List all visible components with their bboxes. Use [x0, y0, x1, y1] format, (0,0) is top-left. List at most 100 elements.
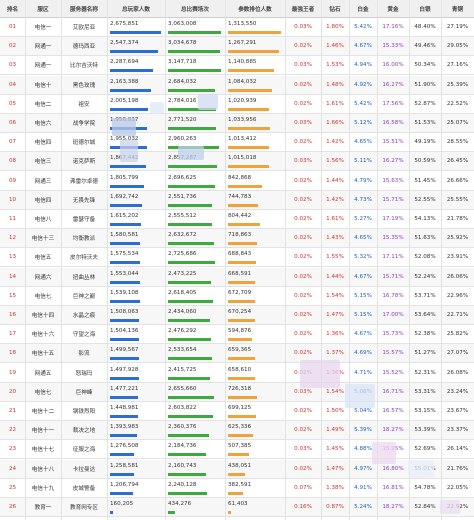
matches-cell-bar-track: [168, 223, 221, 226]
table-row: 12 电信十三 均衡教派 1,580,581 2,632,672 718,863 0.02%…: [0, 229, 474, 249]
matches-cell-bar-track: [168, 88, 221, 92]
matches-cell-value: 3,147,718: [168, 59, 197, 66]
ranked-cell: 672,709: [225, 287, 285, 305]
col-king-header[interactable]: 最强王者: [291, 6, 315, 13]
diamond-pct-cell: 1.55%: [326, 254, 344, 261]
diamond-pct-cell: 1.42%: [326, 139, 344, 146]
col-server-header[interactable]: 服务器名称: [70, 6, 98, 13]
col-players-header[interactable]: 总玩家人数: [122, 6, 150, 13]
king-pct-cell: 0.02%: [294, 235, 312, 242]
rank-cell: 04: [8, 81, 17, 88]
players-cell-value: 1,553,044: [110, 270, 139, 277]
king-pct-cell: 0.02%: [294, 81, 312, 88]
rank-cell: 17: [8, 331, 17, 338]
table-row: 10 电信四 无畏先锋 1,692,742 2,551,736 744,783 0.02% 1…: [0, 190, 474, 210]
rank-cell: 09: [8, 177, 17, 184]
ranked-cell: 438,051: [225, 460, 285, 478]
players-cell-bar: [110, 338, 139, 342]
players-cell-bar: [110, 88, 152, 92]
king-pct-cell: 0.02%: [294, 216, 312, 222]
players-cell-bar-track: [110, 261, 161, 265]
players-cell: 1,615,202: [107, 210, 165, 228]
server-name-cell: 巨神峰: [75, 389, 93, 396]
ranked-cell-bar: [228, 31, 281, 34]
silver-pct-cell: 51.45%: [414, 177, 436, 184]
col-matches-header[interactable]: 总比赛场次: [181, 6, 209, 13]
rank-cell: 15: [8, 292, 17, 299]
table-row: 13 电信五 皮尔特沃夫 1,575,534 2,725,686 688,843 0.02%…: [0, 248, 474, 268]
zone-cell: 电信八: [34, 217, 52, 223]
col-silver-header[interactable]: 白银: [419, 6, 431, 13]
matches-cell-value: 2,434,060: [168, 309, 197, 315]
matches-cell-bar-track: [168, 165, 221, 169]
col-zone-header[interactable]: 服区: [37, 6, 49, 13]
ranked-cell: 1,313,550: [225, 18, 285, 36]
diamond-pct-cell: 1.48%: [326, 81, 344, 88]
matches-cell: 2,618,405: [165, 287, 225, 305]
ranked-cell-value: 1,084,032: [228, 78, 257, 85]
col-gold-header[interactable]: 黄金: [387, 6, 399, 13]
players-cell-value: 2,163,388: [110, 78, 139, 85]
players-cell-value: 1,393,983: [110, 424, 139, 431]
players-cell: 1,805,799: [107, 172, 165, 190]
ranked-cell-value: 842,868: [228, 174, 252, 181]
col-bronze-header[interactable]: 青铜: [451, 6, 464, 13]
matches-cell-value: 2,184,736: [168, 443, 197, 450]
diamond-pct-cell: 1.43%: [326, 235, 344, 242]
zone-cell: 电信十一: [31, 428, 55, 435]
ranked-cell-bar: [228, 50, 279, 54]
ranked-cell-bar: [228, 127, 270, 130]
gold-pct-cell: 15.51%: [382, 139, 404, 146]
matches-cell-value: 2,696,625: [168, 174, 197, 181]
gold-pct-cell: 16.57%: [382, 408, 404, 414]
matches-cell-bar-track: [168, 376, 221, 380]
gold-pct-cell: 17.16%: [382, 24, 404, 30]
table-row: 02 网通一 德玛西亚 2,547,374 3,034,678 1,267,291 0.02…: [0, 37, 474, 57]
players-cell: 2,005,198: [107, 95, 165, 113]
ranked-cell-bar: [228, 491, 244, 495]
ranked-cell-bar: [228, 165, 269, 169]
ranked-cell: 842,868: [225, 172, 285, 190]
col-rank-header[interactable]: 排名: [6, 6, 19, 13]
bronze-pct-cell: 26.14%: [446, 446, 469, 453]
zone-cell: 电信十四: [31, 313, 55, 319]
ranked-cell: 1,013,412: [225, 133, 285, 151]
rank-cell: 16: [8, 312, 17, 318]
table-row: 25 电信十九 皮城警备 1,206,794 2,240,128 382,591 0.07%…: [0, 479, 474, 498]
matches-cell: 2,696,625: [165, 172, 225, 190]
king-pct-cell: 0.03%: [294, 446, 312, 453]
col-diamond-header[interactable]: 钻石: [329, 6, 341, 13]
matches-cell-bar-track: [168, 357, 221, 361]
players-cell-bar-track: [110, 280, 161, 284]
watermark-smudge: [300, 360, 340, 388]
watermark-smudge: [150, 102, 164, 114]
ranked-cell: 382,591: [225, 479, 285, 497]
silver-pct-cell: 52.87%: [414, 100, 436, 107]
matches-cell-value: 3,063,008: [168, 21, 197, 27]
players-cell-value: 2,547,374: [110, 40, 139, 47]
diamond-pct-cell: 1.47%: [326, 465, 344, 472]
col-ranked-header[interactable]: 参数排位人数: [238, 6, 272, 13]
col-plat-header[interactable]: 白金: [357, 6, 369, 13]
players-cell: 1,276,508: [107, 440, 165, 458]
silver-pct-cell: 51.63%: [414, 235, 436, 242]
players-cell: 2,287,694: [107, 56, 165, 74]
zone-cell: 网通六: [34, 274, 52, 281]
gold-pct-cell: 18.27%: [382, 427, 404, 434]
ranked-cell-value: 1,313,550: [228, 21, 257, 27]
rank-cell: 19: [8, 369, 17, 376]
ranked-cell-bar: [228, 184, 262, 188]
matches-cell-bar: [168, 280, 211, 284]
players-cell-bar: [110, 31, 161, 34]
players-cell-value: 1,206,794: [110, 481, 139, 488]
bronze-pct-cell: 22.96%: [446, 292, 469, 299]
rank-cell: 18: [8, 350, 17, 357]
silver-pct-cell: 53.39%: [414, 427, 436, 434]
zone-cell: 电信十七: [31, 447, 55, 454]
ranked-cell-bar-track: [228, 376, 281, 380]
table-row: 21 电信十二 钢铁烈阳 1,448,981 2,603,822 699,125 0.02%…: [0, 402, 474, 421]
server-name-cell: 黑色玫瑰: [72, 82, 96, 89]
diamond-pct-cell: 1.44%: [326, 273, 344, 280]
ranked-cell: 1,267,291: [225, 37, 285, 55]
players-cell: 1,477,221: [107, 383, 165, 401]
